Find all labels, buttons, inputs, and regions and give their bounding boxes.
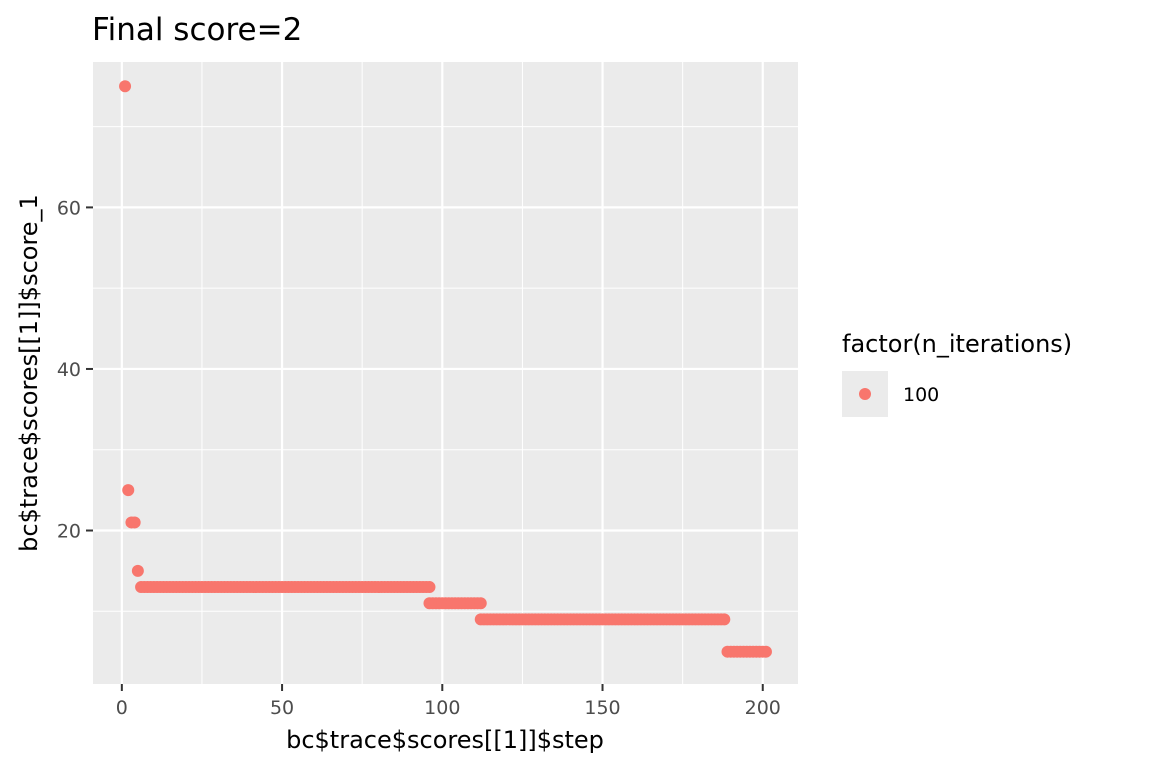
legend-key-point: [859, 388, 871, 400]
grid-minor: [93, 62, 798, 684]
y-tick-label: 20: [57, 521, 81, 543]
plot-panel: [93, 62, 798, 684]
grid-major: [93, 62, 798, 684]
x-tick-label: 0: [116, 697, 128, 719]
x-axis-title: bc$trace$scores[[1]]$step: [286, 726, 604, 754]
x-tick-label: 50: [270, 697, 294, 719]
y-axis-ticks: 20 40 60: [57, 197, 93, 543]
data-point: [122, 484, 135, 497]
y-axis-title: bc$trace$scores[[1]]$score_1: [15, 194, 43, 552]
y-tick-label: 60: [57, 197, 81, 219]
data-points: [119, 80, 772, 658]
data-point: [128, 516, 141, 529]
chart-title: Final score=2: [92, 12, 302, 48]
x-tick-label: 100: [424, 697, 460, 719]
x-tick-label: 150: [584, 697, 620, 719]
legend: factor(n_iterations) 100: [842, 330, 1072, 417]
data-point: [119, 80, 132, 93]
data-point: [474, 597, 487, 610]
y-tick-label: 40: [57, 359, 81, 381]
x-tick-label: 200: [745, 697, 781, 719]
data-point: [759, 645, 772, 658]
legend-title: factor(n_iterations): [842, 330, 1072, 358]
data-point: [718, 613, 731, 626]
x-axis-ticks: 0 50 100 150 200: [116, 684, 781, 719]
legend-label: 100: [903, 384, 939, 406]
data-point: [131, 564, 144, 577]
data-point: [423, 581, 436, 594]
